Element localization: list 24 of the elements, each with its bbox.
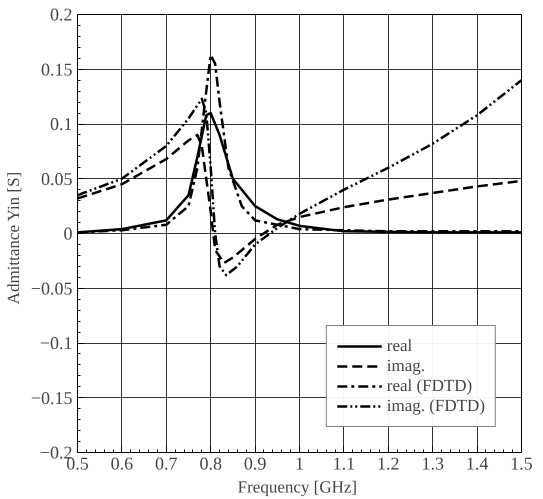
legend-label: real (FDTD) [386,376,472,396]
x-tick-label: 0.8 [199,454,222,474]
y-tick-label: 0 [64,224,72,244]
y-axis-title: Admittance Yin [S] [4,172,23,304]
y-tick-label: −0.15 [30,388,73,408]
y-tick-label: −0.1 [40,333,73,353]
x-tick-label: 1.2 [377,454,400,474]
x-tick-label: 1.5 [510,454,533,474]
x-tick-label: 1.3 [421,454,444,474]
x-tick-label: 0.6 [110,454,134,474]
y-tick-label: 0.15 [41,59,72,80]
x-tick-label: 1 [295,454,304,474]
y-tick-label: −0.05 [30,278,73,298]
x-tick-label: 0.9 [244,454,266,474]
x-tick-label: 0.7 [155,454,178,474]
y-tick-label: 0.05 [41,168,72,189]
y-tick-label: 0.1 [50,114,72,134]
legend-label: imag. (FDTD) [386,396,485,416]
y-tick-label: 0.2 [50,4,72,24]
x-tick-label: 1.1 [332,454,356,474]
x-tick-label: 1.4 [466,454,488,474]
x-axis-title: Frequency [GHz] [238,478,358,496]
legend-label: real [386,336,412,356]
legend-label: imag. [386,356,426,376]
